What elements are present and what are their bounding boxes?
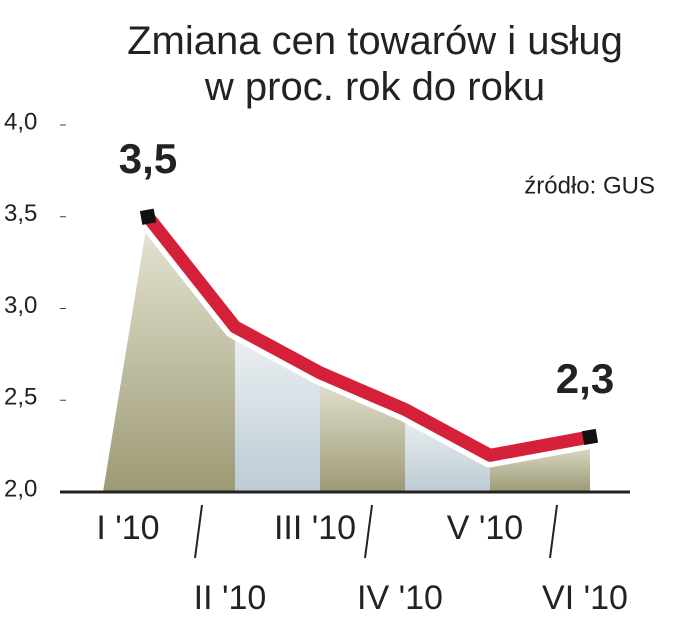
chart-title: Zmiana cen towarów i usług w proc. rok d…	[127, 19, 623, 109]
data-label: 2,3	[556, 355, 614, 402]
point-marker	[581, 428, 599, 446]
separator	[194, 504, 203, 559]
source: źródło: GUS	[524, 172, 655, 199]
x-tick-label: IV '10	[357, 579, 443, 617]
separator	[549, 504, 558, 559]
point-marker	[139, 208, 157, 225]
x-tick-label: VI '10	[542, 579, 628, 617]
x-tick-label: V '10	[447, 509, 523, 547]
separator	[364, 504, 373, 559]
data-label: 3,5	[119, 135, 177, 182]
x-tick-label: III '10	[274, 509, 356, 547]
x-tick-label: I '10	[96, 509, 159, 547]
y-tick-label: 2,0	[4, 475, 37, 502]
y-tick-label: 4,0	[4, 108, 37, 135]
y-tick-label: 3,0	[4, 292, 37, 319]
y-tick-label: 3,5	[4, 200, 37, 227]
y-tick-label: 2,5	[4, 384, 37, 411]
line	[141, 210, 597, 462]
x-tick-label: II '10	[194, 579, 267, 617]
